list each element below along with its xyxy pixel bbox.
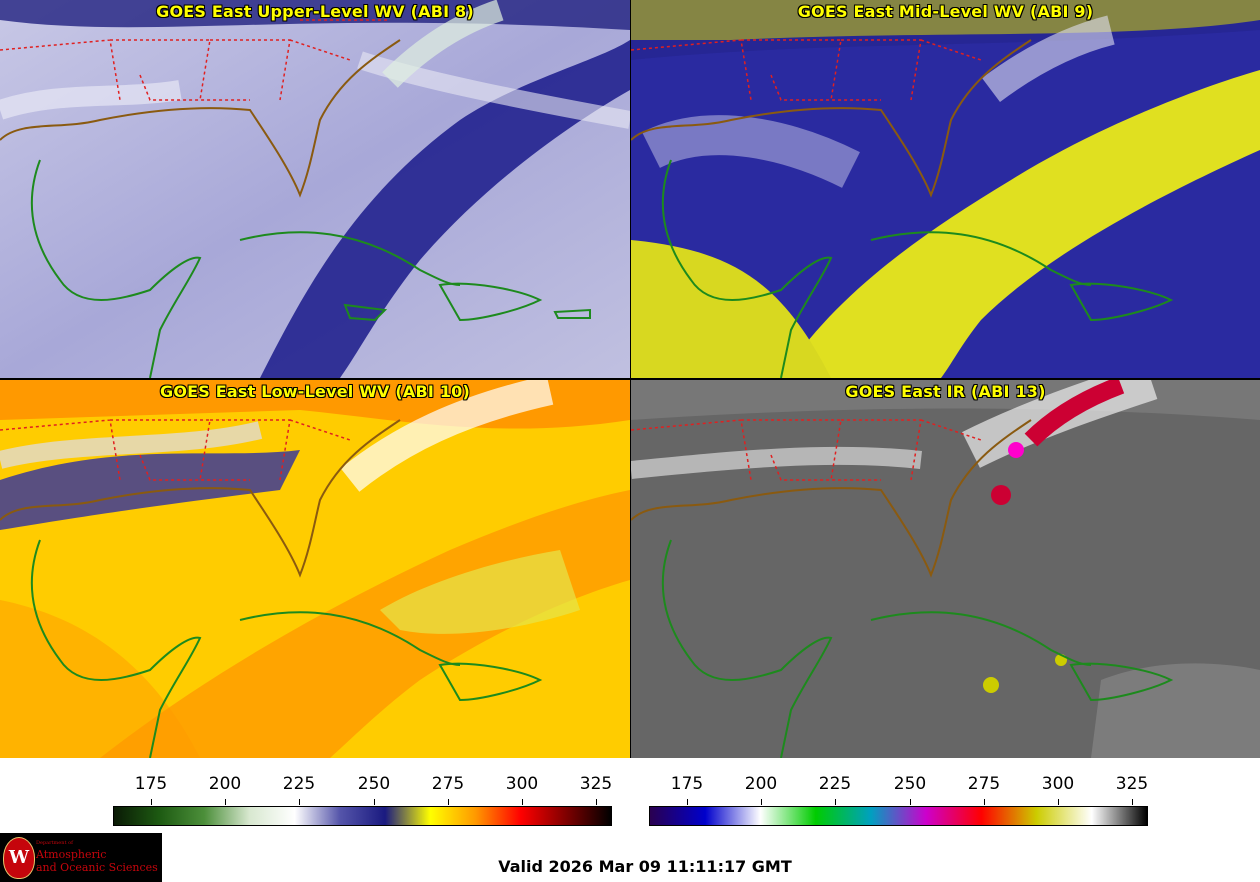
colorbar-ir-gradient (649, 806, 1148, 826)
tick-mark (225, 799, 226, 805)
tick-label: 225 (818, 774, 852, 794)
panel-mid-level-wv: GOES East Mid-Level WV (ABI 9) (631, 0, 1260, 378)
tick-mark (984, 799, 985, 805)
tick-label: 325 (579, 774, 613, 794)
tick-mark (448, 799, 449, 805)
tick-mark (761, 799, 762, 805)
tick-mark (374, 799, 375, 805)
tick-label: 300 (505, 774, 539, 794)
panel-title: GOES East IR (ABI 13) (845, 382, 1046, 401)
tick-label: 200 (208, 774, 242, 794)
tick-mark (1058, 799, 1059, 805)
panel-divider-horizontal (0, 378, 1260, 380)
logo-line1: Atmospheric (36, 848, 107, 861)
tick-label: 250 (357, 774, 391, 794)
tick-mark (151, 799, 152, 805)
tick-label: 200 (744, 774, 778, 794)
logo-line2: and Oceanic Sciences (36, 861, 158, 874)
tick-label: 225 (282, 774, 316, 794)
panel-ir: GOES East IR (ABI 13) (631, 380, 1260, 758)
panel-title: GOES East Low-Level WV (ABI 10) (159, 382, 470, 401)
panel-low-level-wv: GOES East Low-Level WV (ABI 10) (0, 380, 630, 758)
colorbar-wv-gradient (113, 806, 612, 826)
tick-mark (596, 799, 597, 805)
tick-mark (910, 799, 911, 805)
colorbar-infrared: 175 200 225 250 275 300 325 (649, 774, 1148, 826)
tick-mark (299, 799, 300, 805)
tick-mark (522, 799, 523, 805)
tick-label: 175 (670, 774, 704, 794)
satellite-image-ir (631, 380, 1260, 758)
tick-label: 175 (134, 774, 168, 794)
valid-time-label: Valid 2026 Mar 09 11:11:17 GMT (498, 857, 792, 876)
tick-label: 250 (893, 774, 927, 794)
tick-label: 300 (1041, 774, 1075, 794)
panel-title: GOES East Mid-Level WV (ABI 9) (797, 2, 1094, 21)
panel-title: GOES East Upper-Level WV (ABI 8) (156, 2, 474, 21)
tick-label: 275 (967, 774, 1001, 794)
logo-dept-text: Department of (36, 840, 73, 846)
uw-seal-icon: W (3, 837, 35, 879)
tick-label: 275 (431, 774, 465, 794)
satellite-image-mid-wv (631, 0, 1260, 378)
colorbar-ir-tick-labels: 175 200 225 250 275 300 325 (649, 774, 1148, 798)
satellite-image-upper-wv (0, 0, 630, 378)
tick-mark (835, 799, 836, 805)
aos-logo: W Department of Atmospheric and Oceanic … (0, 833, 162, 882)
tick-label: 325 (1115, 774, 1149, 794)
tick-mark (1132, 799, 1133, 805)
colorbar-water-vapor: 175 200 225 250 275 300 325 (113, 774, 612, 826)
panel-upper-level-wv: GOES East Upper-Level WV (ABI 8) (0, 0, 630, 378)
tick-mark (687, 799, 688, 805)
colorbar-wv-tick-labels: 175 200 225 250 275 300 325 (113, 774, 612, 798)
satellite-image-low-wv (0, 380, 630, 758)
